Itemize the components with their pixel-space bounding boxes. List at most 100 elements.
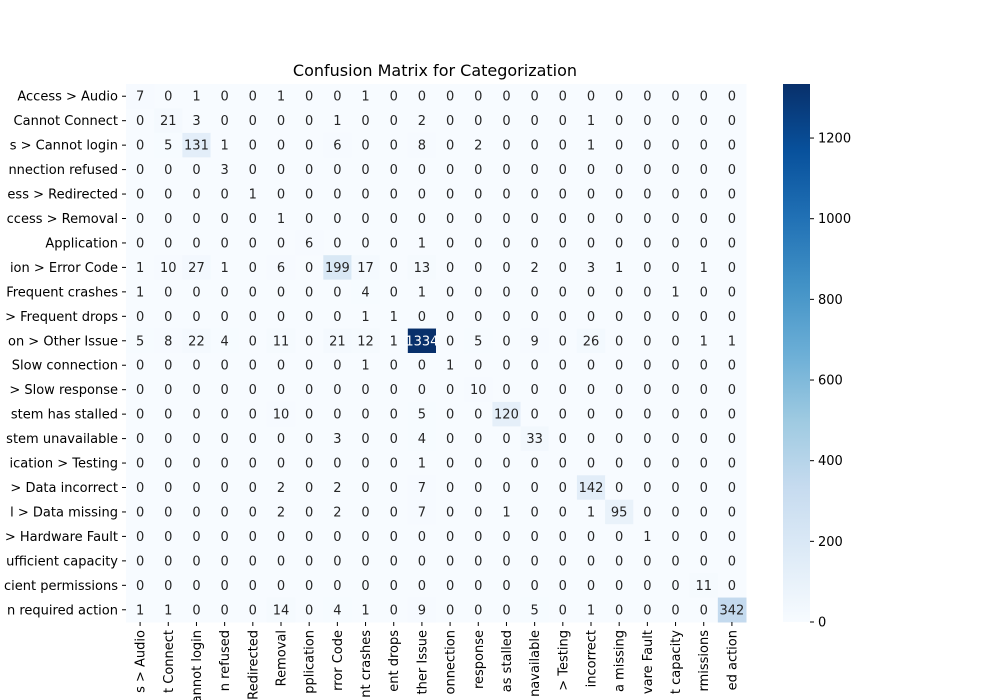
cell-value-label: 0 bbox=[728, 481, 736, 496]
heatmap-cell bbox=[154, 353, 183, 378]
cell-value-label: 0 bbox=[249, 530, 257, 545]
heatmap-cell bbox=[633, 573, 662, 599]
heatmap-cell bbox=[323, 255, 352, 281]
heatmap-cell bbox=[436, 524, 465, 550]
cell-value-label: 0 bbox=[249, 359, 257, 374]
heatmap-cell bbox=[436, 548, 465, 574]
heatmap-cell bbox=[407, 499, 437, 525]
cell-value-label: 0 bbox=[136, 530, 144, 545]
cell-value-label: 0 bbox=[249, 408, 257, 423]
heatmap-cell bbox=[548, 573, 578, 599]
heatmap-cell bbox=[295, 401, 324, 427]
heatmap-cell bbox=[323, 401, 352, 427]
cell-value-label: 0 bbox=[418, 579, 426, 594]
heatmap-cell bbox=[633, 401, 662, 427]
row-tick-label: Application bbox=[45, 236, 118, 251]
heatmap-cell bbox=[295, 181, 324, 207]
heatmap-cell bbox=[520, 573, 550, 599]
cell-value-label: 0 bbox=[728, 359, 736, 374]
cell-value-label: 0 bbox=[559, 481, 567, 496]
cell-value-label: 0 bbox=[390, 554, 398, 569]
cell-value-label: 0 bbox=[136, 310, 144, 325]
heatmap-cell bbox=[436, 279, 465, 305]
heatmap-cell bbox=[576, 108, 606, 134]
cell-value-label: 0 bbox=[615, 554, 623, 569]
cell-value-label: 0 bbox=[164, 481, 172, 496]
heatmap-cell bbox=[520, 426, 550, 452]
cell-value-label: 0 bbox=[587, 359, 595, 374]
cell-value-label: 0 bbox=[361, 432, 369, 447]
cell-value-label: 0 bbox=[615, 212, 623, 227]
colorbar-tick-label: 0 bbox=[818, 616, 826, 631]
cell-value-label: 0 bbox=[671, 554, 679, 569]
cell-value-label: 0 bbox=[249, 310, 257, 325]
heatmap-cell bbox=[238, 499, 268, 525]
heatmap-cell bbox=[266, 108, 296, 134]
cell-value-label: 0 bbox=[587, 212, 595, 227]
cell-value-label: 0 bbox=[390, 285, 398, 300]
cell-value-label: 0 bbox=[615, 383, 623, 398]
heatmap-cell bbox=[295, 597, 324, 623]
cell-value-label: 0 bbox=[587, 285, 595, 300]
heatmap-cell bbox=[464, 230, 493, 256]
heatmap-cell bbox=[464, 255, 493, 281]
heatmap-cell bbox=[266, 450, 296, 476]
cell-value-label: 0 bbox=[446, 481, 454, 496]
heatmap-cell bbox=[661, 475, 691, 501]
cell-value-label: 27 bbox=[188, 261, 205, 276]
heatmap-cells: 7 0 1 0 0 1 0 0 1 0 0 0 0 0 0 0 0 0 0 0 0 00 21 3 0 0 0 0 1 0 0 2 0 0 0 0 0 1… bbox=[126, 84, 747, 623]
cell-value-label: 0 bbox=[446, 90, 454, 105]
heatmap-cell bbox=[295, 499, 324, 525]
heatmap-cell bbox=[576, 353, 606, 378]
cell-value-label: 3 bbox=[587, 261, 595, 276]
cell-value-label: 0 bbox=[474, 310, 482, 325]
heatmap-cell bbox=[520, 206, 550, 232]
heatmap-cell bbox=[548, 499, 578, 525]
cell-value-label: 0 bbox=[305, 188, 313, 203]
heatmap-cell bbox=[210, 328, 240, 354]
heatmap-cell bbox=[407, 304, 437, 330]
cell-value-label: 0 bbox=[192, 212, 200, 227]
cell-value-label: 0 bbox=[474, 505, 482, 520]
heatmap-cell bbox=[154, 524, 183, 550]
row-tick-label: ion > Error Code bbox=[10, 261, 118, 276]
heatmap-cell bbox=[520, 84, 550, 109]
cell-value-label: 142 bbox=[579, 481, 604, 496]
heatmap-cell bbox=[520, 230, 550, 256]
heatmap-cell bbox=[323, 157, 352, 183]
cell-value-label: 0 bbox=[361, 457, 369, 472]
heatmap-cell bbox=[548, 84, 578, 109]
cell-value-label: 10 bbox=[470, 383, 487, 398]
heatmap-cell bbox=[295, 475, 324, 501]
heatmap-cell bbox=[238, 377, 268, 403]
heatmap-cell bbox=[323, 328, 352, 354]
cell-value-label: 0 bbox=[192, 530, 200, 545]
heatmap-cell bbox=[182, 279, 212, 305]
cell-value-label: 0 bbox=[700, 481, 708, 496]
cell-value-label: 0 bbox=[220, 188, 228, 203]
heatmap-cell bbox=[661, 230, 691, 256]
heatmap-cell bbox=[182, 157, 212, 183]
cell-value-label: 0 bbox=[192, 310, 200, 325]
cell-value-label: 0 bbox=[559, 505, 567, 520]
cell-value-label: 0 bbox=[671, 408, 679, 423]
cell-value-label: 0 bbox=[615, 530, 623, 545]
heatmap-cell bbox=[492, 573, 522, 599]
cell-value-label: 1 bbox=[587, 505, 595, 520]
cell-value-label: 0 bbox=[446, 188, 454, 203]
heatmap-cell bbox=[379, 475, 409, 501]
cell-value-label: 0 bbox=[136, 457, 144, 472]
heatmap-cell bbox=[605, 548, 634, 574]
heatmap-cell bbox=[464, 279, 493, 305]
cell-value-label: 0 bbox=[305, 285, 313, 300]
heatmap-cell bbox=[182, 181, 212, 207]
cell-value-label: 0 bbox=[615, 90, 623, 105]
heatmap-cell bbox=[717, 426, 747, 452]
heatmap-cell bbox=[520, 328, 550, 354]
heatmap-cell bbox=[379, 401, 409, 427]
cell-value-label: 0 bbox=[474, 432, 482, 447]
colorbar-tick-label: 800 bbox=[818, 293, 843, 308]
heatmap-cell bbox=[520, 499, 550, 525]
cell-value-label: 0 bbox=[474, 261, 482, 276]
heatmap-cell bbox=[689, 157, 719, 183]
